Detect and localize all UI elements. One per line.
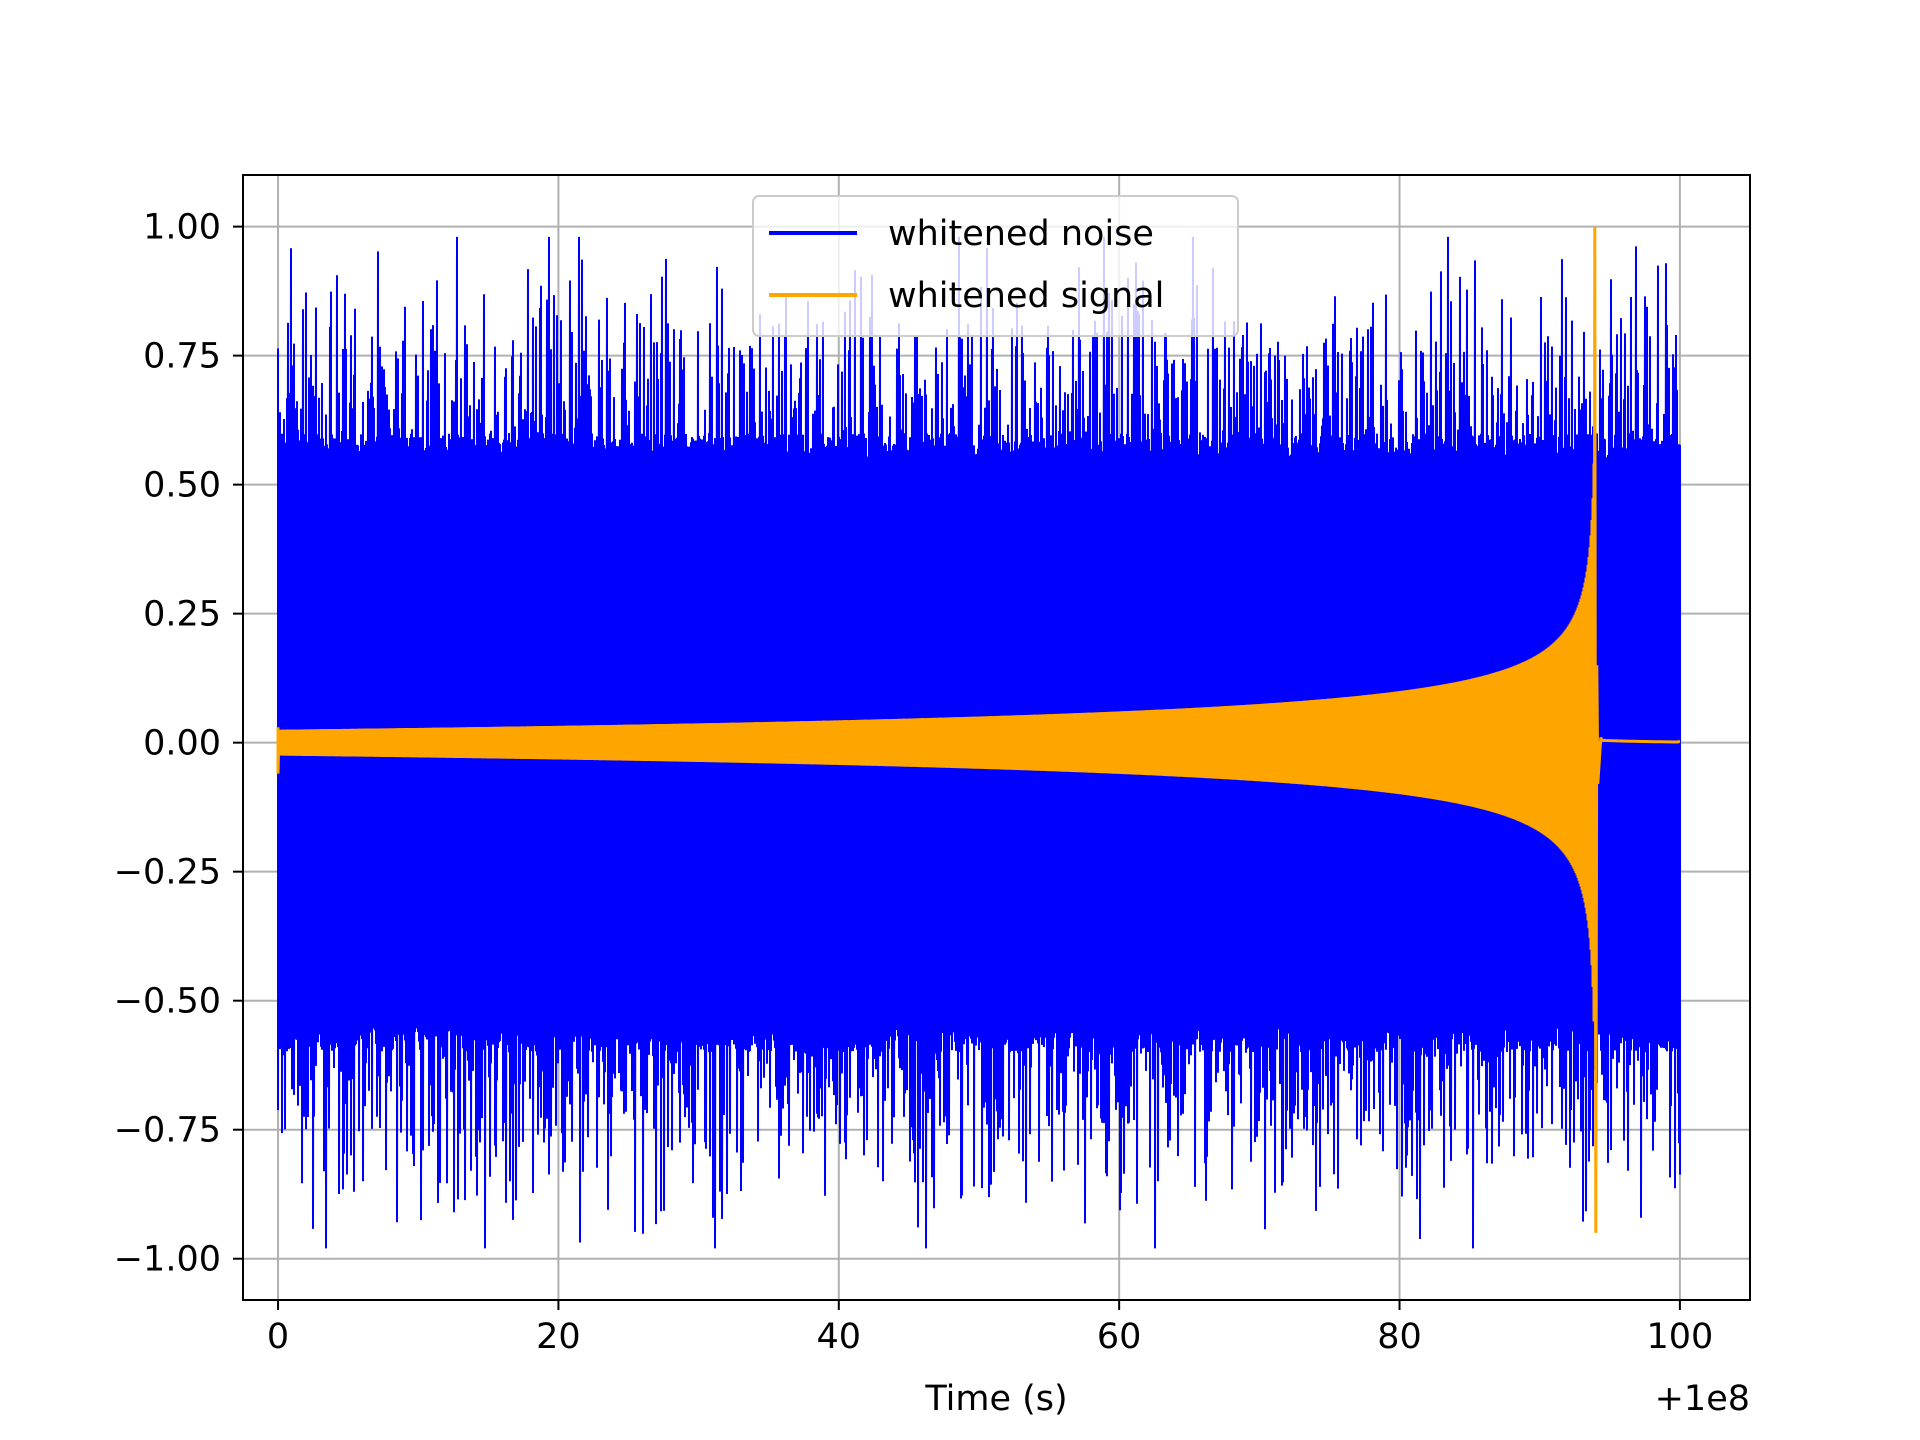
- x-axis-label: Time (s): [924, 1379, 1067, 1419]
- tick-labels: 0 20 40 60 80 100 −1.00 −0.75 −0.50 −0.25 0.00 0.25…: [114, 208, 1714, 1357]
- y-tick-label: −0.75: [114, 1111, 221, 1151]
- y-tick-label: −0.50: [114, 982, 221, 1022]
- y-tick-label: 0.25: [143, 595, 221, 635]
- x-tick-label: 40: [817, 1317, 862, 1357]
- y-tick-label: −1.00: [114, 1240, 221, 1280]
- plot-frame: [242, 174, 1751, 1301]
- y-tick-label: −0.25: [114, 853, 221, 893]
- x-tick-label: 80: [1377, 1317, 1422, 1357]
- legend: whitened noise whitened signal: [752, 195, 1239, 337]
- x-tick-label: 100: [1647, 1317, 1714, 1357]
- y-tick-label: 0.50: [143, 466, 221, 506]
- legend-label-whitened-noise: whitened noise: [888, 214, 1154, 254]
- y-tick-label: 0.75: [143, 337, 221, 377]
- series-layer: [276, 226, 1681, 1249]
- y-tick-label: 1.00: [143, 208, 221, 248]
- legend-label-whitened-signal: whitened signal: [888, 276, 1164, 316]
- x-tick-label: 20: [536, 1317, 581, 1357]
- ticks: [233, 225, 1681, 1310]
- x-tick-label: 0: [267, 1317, 289, 1357]
- y-tick-label: 0.00: [143, 724, 221, 764]
- x-tick-label: 60: [1097, 1317, 1142, 1357]
- x-axis-offset-label: +1e8: [1655, 1379, 1750, 1419]
- series-line-whitened-signal: [276, 226, 1681, 1233]
- legend-box: [752, 195, 1239, 337]
